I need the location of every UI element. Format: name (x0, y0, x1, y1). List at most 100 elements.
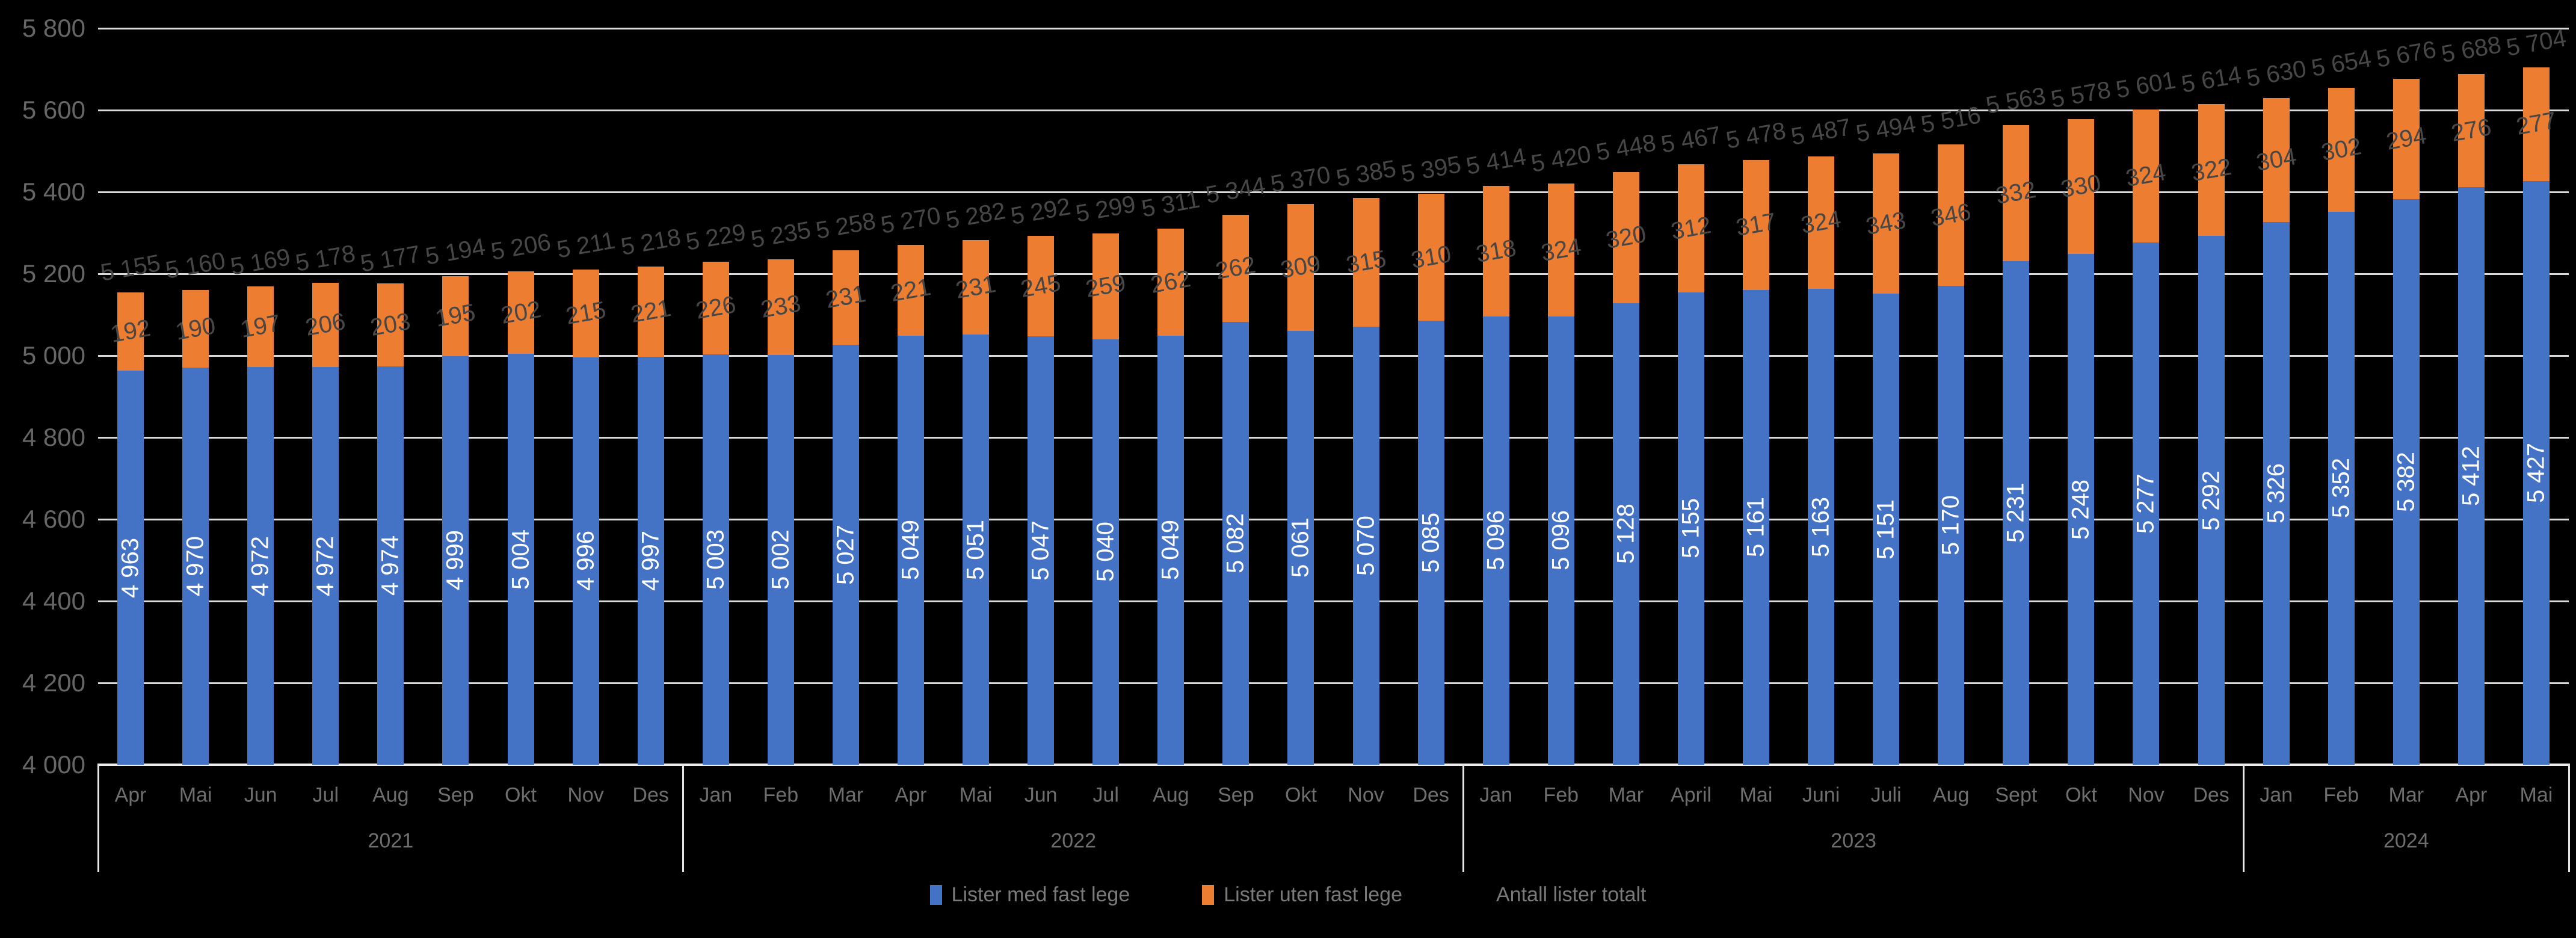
year-group-separator (682, 764, 685, 872)
data-label-uten-fast-lege: 324 (1799, 206, 1843, 239)
bar-segment-uten-fast-lege (507, 271, 534, 354)
bar-segment-uten-fast-lege (1028, 236, 1055, 337)
bar-segment-uten-fast-lege (182, 290, 209, 368)
data-label-antall-totalt: 5 601 (2114, 67, 2178, 104)
x-axis-month-label: Apr (895, 783, 927, 807)
x-axis-month-label: Nov (567, 783, 604, 807)
bar-segment-med-fast-lege (377, 366, 404, 765)
bar-segment-uten-fast-lege (377, 283, 404, 366)
bar-segment-uten-fast-lege (2263, 97, 2290, 223)
x-axis-month-label: Aug (372, 783, 409, 807)
x-axis-year-label: 2024 (2383, 829, 2429, 853)
bar-segment-med-fast-lege (767, 354, 794, 765)
data-label-med-fast-lege: 5 096 (1547, 510, 1574, 571)
data-label-med-fast-lege: 5 002 (767, 529, 794, 590)
data-label-med-fast-lege: 4 972 (247, 535, 274, 596)
y-axis-tick-label: 5 600 (22, 96, 85, 124)
bar-segment-uten-fast-lege (1743, 159, 1769, 290)
bar-segment-med-fast-lege (1482, 316, 1509, 765)
x-axis-month-label: Feb (2323, 783, 2359, 807)
data-label-uten-fast-lege: 231 (824, 280, 868, 314)
legend-swatch-black (1474, 885, 1487, 905)
data-label-med-fast-lege: 5 326 (2263, 463, 2290, 524)
bar-segment-uten-fast-lege (2457, 74, 2485, 187)
y-axis-tick-label: 5 000 (22, 341, 85, 369)
x-axis-month-label: Des (632, 783, 669, 807)
data-label-med-fast-lege: 4 997 (637, 530, 664, 591)
data-label-antall-totalt: 5 487 (1789, 113, 1853, 150)
x-axis-month-label: Mai (1739, 783, 1773, 807)
data-label-med-fast-lege: 5 051 (962, 519, 989, 580)
gridline (98, 354, 2569, 357)
data-label-uten-fast-lege: 322 (2189, 153, 2234, 187)
data-label-antall-totalt: 5 218 (618, 223, 683, 261)
x-axis-month-label: Aug (1153, 783, 1189, 807)
data-label-med-fast-lege: 5 004 (507, 529, 534, 590)
data-label-antall-totalt: 5 414 (1464, 143, 1528, 181)
data-label-uten-fast-lege: 312 (1669, 211, 1713, 245)
data-label-med-fast-lege: 5 231 (2002, 483, 2029, 543)
bar-segment-med-fast-lege (1028, 336, 1055, 765)
bar-segment-med-fast-lege (2457, 187, 2485, 765)
data-label-antall-totalt: 5 194 (424, 233, 488, 270)
bar-segment-med-fast-lege (2522, 181, 2550, 765)
data-label-uten-fast-lege: 346 (1929, 198, 1973, 232)
gridline (98, 27, 2569, 29)
bar-segment-uten-fast-lege (1873, 153, 1900, 294)
x-axis-line (98, 764, 2569, 766)
data-label-uten-fast-lege: 332 (1994, 176, 2038, 210)
x-axis-month-label: Des (2193, 783, 2229, 807)
bar-segment-uten-fast-lege (963, 240, 990, 335)
data-label-med-fast-lege: 5 049 (1157, 520, 1184, 581)
bar-segment-med-fast-lege (247, 367, 274, 765)
data-label-uten-fast-lege: 231 (954, 270, 998, 304)
bar-segment-med-fast-lege (1157, 335, 1185, 765)
data-label-med-fast-lege: 5 277 (2132, 473, 2159, 534)
data-label-med-fast-lege: 4 972 (312, 535, 339, 596)
data-label-med-fast-lege: 5 003 (702, 529, 729, 590)
y-axis-tick-label: 4 000 (22, 750, 85, 779)
data-label-antall-totalt: 5 235 (748, 217, 813, 254)
data-label-uten-fast-lege: 226 (693, 291, 738, 325)
data-label-antall-totalt: 5 270 (878, 202, 943, 239)
x-axis-month-label: Mar (2388, 783, 2424, 807)
data-label-med-fast-lege: 5 049 (897, 520, 924, 581)
legend-label: Antall lister totalt (1496, 883, 1647, 906)
bar-segment-med-fast-lege (897, 335, 924, 765)
data-label-med-fast-lege: 4 999 (442, 530, 469, 591)
data-label-med-fast-lege: 5 155 (1677, 498, 1704, 559)
data-label-med-fast-lege: 4 996 (572, 531, 599, 591)
bar-segment-uten-fast-lege (2068, 119, 2095, 255)
bar-segment-med-fast-lege (1938, 286, 1965, 765)
data-label-uten-fast-lege: 318 (1473, 234, 1518, 268)
bar-segment-uten-fast-lege (1092, 233, 1120, 339)
legend-label: Lister uten fast lege (1224, 883, 1402, 906)
bar-segment-uten-fast-lege (442, 276, 469, 356)
data-label-med-fast-lege: 5 292 (2198, 470, 2225, 531)
data-label-antall-totalt: 5 178 (294, 240, 358, 277)
legend-item-lister-uten-fast-lege: Lister uten fast lege (1202, 883, 1402, 907)
bar-segment-med-fast-lege (312, 367, 339, 765)
legend: Lister med fast lege Lister uten fast le… (0, 883, 2576, 907)
x-axis-month-label: Mar (828, 783, 864, 807)
data-label-antall-totalt: 5 448 (1594, 129, 1658, 167)
y-axis-tick-label: 4 400 (22, 587, 85, 615)
gridline (98, 600, 2569, 602)
bar-segment-uten-fast-lege (2003, 125, 2030, 261)
data-label-uten-fast-lege: 197 (238, 310, 283, 344)
legend-swatch-orange (1202, 885, 1215, 905)
x-axis-month-label: Okt (1285, 783, 1317, 807)
gridline (98, 109, 2569, 111)
data-label-antall-totalt: 5 299 (1074, 190, 1138, 227)
data-label-med-fast-lege: 5 070 (1352, 516, 1379, 576)
x-axis-month-label: Des (1413, 783, 1449, 807)
bar-segment-uten-fast-lege (2393, 79, 2420, 200)
data-label-antall-totalt: 5 211 (554, 226, 617, 264)
data-label-uten-fast-lege: 324 (1538, 233, 1583, 267)
x-axis-month-label: Jun (244, 783, 277, 807)
bar-segment-med-fast-lege (1092, 339, 1120, 765)
data-label-med-fast-lege: 5 382 (2393, 452, 2420, 513)
x-axis-month-label: Sep (1218, 783, 1254, 807)
bar-segment-uten-fast-lege (1222, 215, 1249, 322)
bar-segment-med-fast-lege (1808, 289, 1835, 765)
